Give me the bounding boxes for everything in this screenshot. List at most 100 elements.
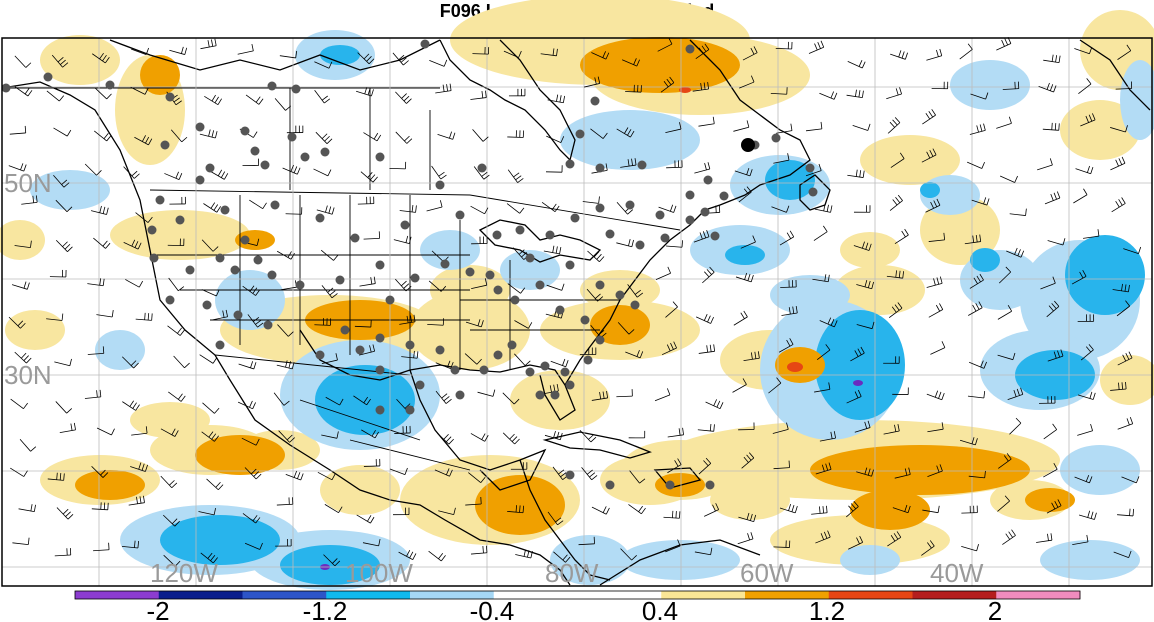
station-marker (240, 126, 250, 136)
wind-barb-flag (929, 150, 934, 157)
wind-barb-shaft (465, 503, 482, 506)
wind-barb-shaft (969, 130, 986, 135)
wind-barb-shaft (87, 352, 104, 355)
wind-barb-flag (941, 393, 945, 400)
wind-barb-shaft (999, 175, 1015, 183)
wind-barb-flag (753, 46, 758, 53)
wind-barb-flag (871, 321, 875, 329)
wind-barb-shaft (55, 239, 68, 252)
wind-barb-shaft (779, 236, 794, 246)
wind-barb-shaft (53, 174, 65, 188)
contour-light-yellow (130, 402, 210, 438)
wind-barb-flag (373, 132, 379, 140)
wind-barb-flag (1004, 38, 1009, 46)
wind-barb-shaft (237, 50, 254, 55)
wind-barb-flag (371, 89, 374, 97)
wind-barb-shaft (96, 427, 112, 436)
wind-barb-flag (702, 231, 707, 239)
wind-barb-flag (1085, 474, 1090, 482)
wind-barb-shaft (847, 61, 863, 69)
longitude-label-80w: 80W (545, 558, 599, 588)
political-borders (2, 87, 681, 471)
station-marker (455, 210, 465, 220)
wind-barb-flag (553, 430, 556, 438)
wind-barb-flag (867, 420, 871, 428)
wind-barb-flag (1003, 455, 1009, 462)
station-marker (263, 320, 273, 330)
wind-barb-shaft (660, 82, 675, 93)
wind-barb-flag (287, 331, 294, 337)
wind-barb-flag (139, 496, 142, 504)
wind-barb-flag (106, 207, 109, 215)
wind-barb-flag (1062, 238, 1066, 246)
wind-barb-shaft (200, 45, 217, 50)
wind-barb-flag (710, 316, 714, 324)
wind-barb-flag (99, 205, 102, 213)
wind-barb-flag (331, 473, 336, 481)
station-marker (147, 225, 157, 235)
wind-barb-shaft (811, 512, 828, 515)
wind-barb-shaft (773, 546, 790, 548)
wind-barb-flag (1126, 44, 1132, 51)
wind-barb-shaft (550, 360, 566, 368)
wind-barb-flag (788, 503, 792, 511)
colorbar-swatch (326, 591, 411, 599)
station-marker (355, 345, 365, 355)
wind-barb-flag (180, 395, 186, 402)
wind-barb-flag (134, 241, 139, 248)
wind-barb-flag (415, 205, 417, 213)
wind-barb-flag (700, 82, 703, 91)
station-marker (705, 480, 715, 490)
wind-barb-shaft (353, 395, 367, 406)
wind-barb-flag (555, 517, 562, 523)
wind-barb-shaft (734, 170, 751, 177)
wind-barb-flag (744, 272, 748, 280)
wind-barb-flag (892, 119, 898, 126)
wind-barb-flag (285, 105, 292, 111)
station-marker (637, 160, 647, 170)
wind-barb-flag (1016, 388, 1020, 396)
wind-barb-flag (24, 125, 27, 133)
wind-barb-shaft (324, 504, 339, 514)
wind-barb-flag (667, 266, 671, 274)
wind-barb-flag (325, 205, 328, 213)
wind-barb-shaft (125, 279, 140, 288)
wind-barb-flag (438, 553, 444, 560)
wind-barb-shaft (856, 284, 872, 290)
wind-barb-flag (290, 252, 295, 260)
station-marker (685, 44, 695, 54)
wind-barb-flag (750, 532, 754, 540)
wind-barb-shaft (628, 504, 642, 515)
wind-barb-flag (1088, 344, 1094, 351)
wind-barb-flag (287, 251, 292, 258)
wind-barb-shaft (317, 471, 333, 481)
station-marker (535, 390, 545, 400)
station-marker (805, 163, 815, 173)
wind-barb-shaft (620, 164, 637, 168)
wind-barb-flag (823, 225, 828, 232)
wind-barb-flag (894, 424, 897, 432)
wind-barb-flag (1051, 54, 1054, 62)
wind-barb-flag (445, 468, 450, 476)
wind-barb-flag (485, 90, 487, 98)
wind-barb-flag (1047, 533, 1049, 541)
wind-barb-flag (207, 552, 213, 559)
wind-barb-shaft (816, 349, 831, 360)
coastlines (1, 39, 1151, 586)
wind-barb-flag (513, 398, 520, 405)
wind-barb-shaft (773, 467, 790, 470)
station-marker (230, 265, 240, 275)
wind-barb-flag (334, 560, 341, 567)
station-marker (540, 361, 550, 371)
wind-barb-flag (1138, 246, 1142, 254)
wind-barb-shaft (852, 125, 868, 131)
wind-barb-flag (137, 540, 140, 549)
wind-barb-flag (818, 163, 822, 171)
contour-light-yellow (1100, 355, 1154, 405)
wind-barb-shaft (93, 237, 106, 249)
wind-barb-shaft (926, 55, 942, 61)
wind-barb-flag (131, 170, 138, 177)
wind-barb-flag (602, 506, 607, 513)
wind-barb-flag (181, 46, 184, 54)
wind-barb-flag (1049, 84, 1054, 91)
